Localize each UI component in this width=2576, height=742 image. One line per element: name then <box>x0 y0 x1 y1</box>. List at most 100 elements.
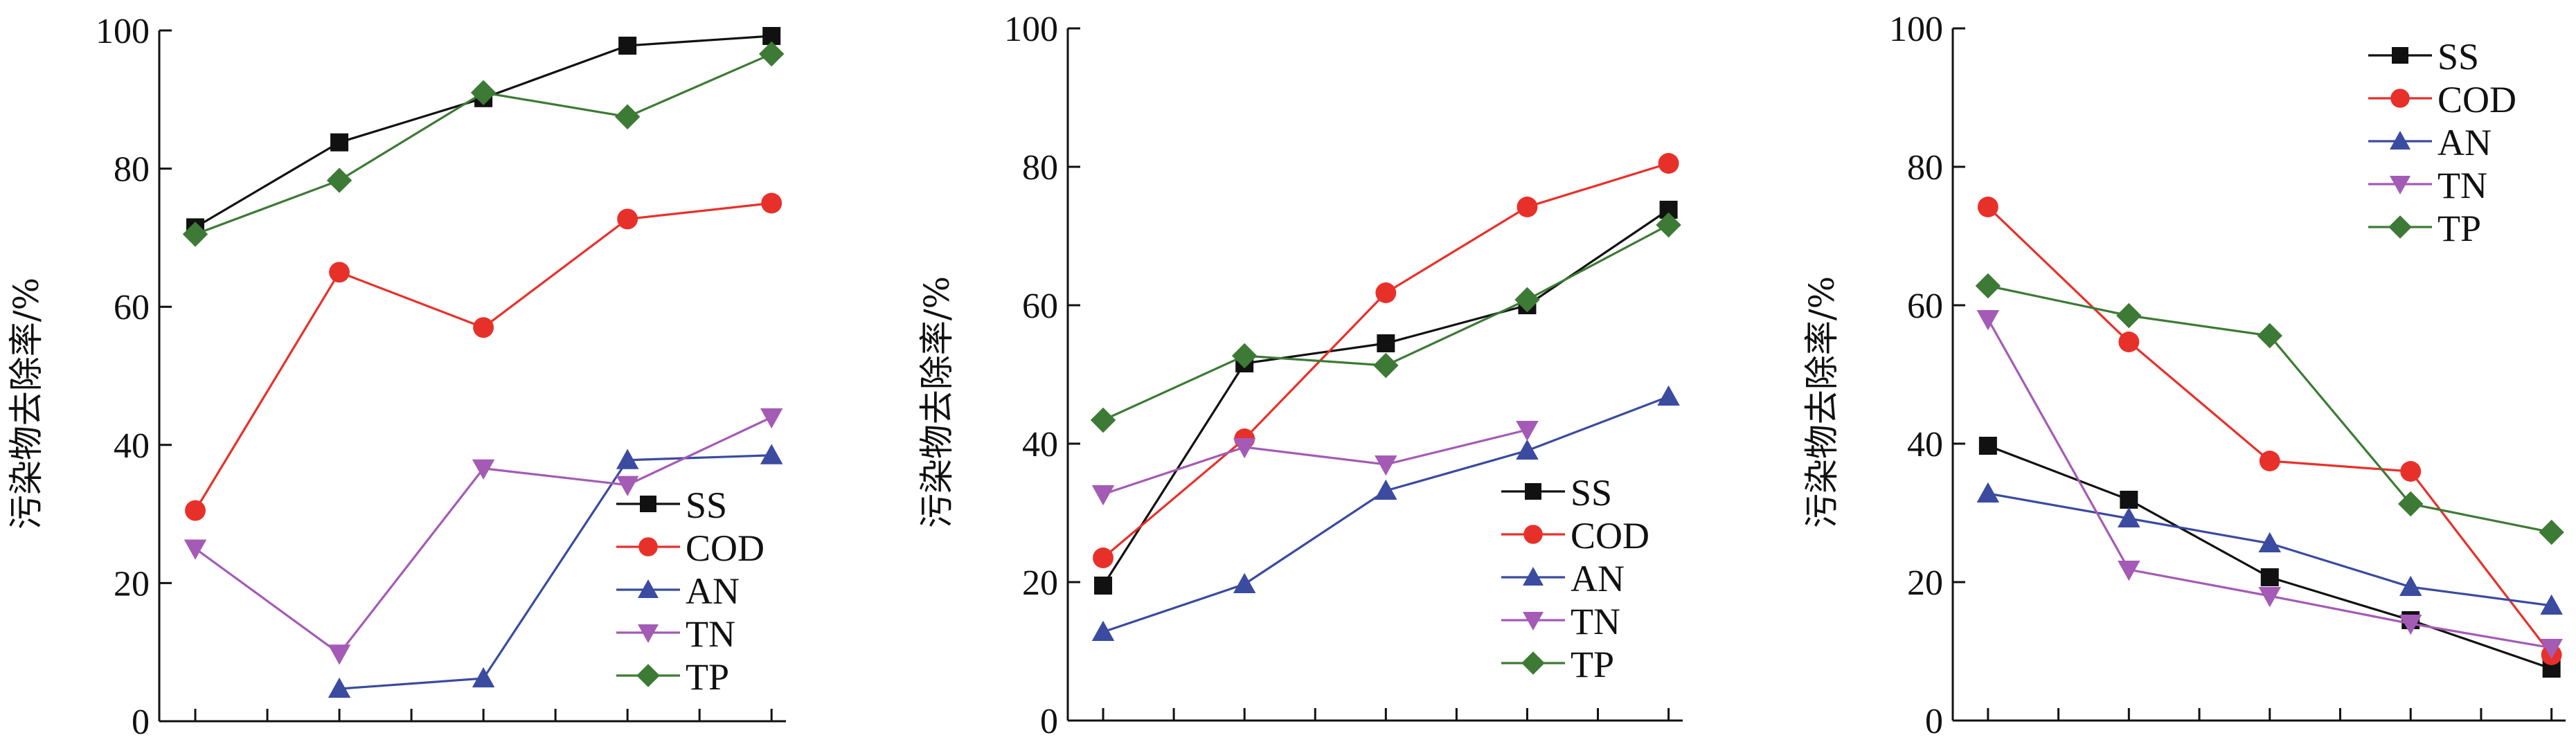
data-point-tp <box>1231 343 1258 369</box>
y-tick-label: 80 <box>1022 148 1058 188</box>
data-point-ss <box>1094 577 1113 595</box>
data-point-cod <box>2400 461 2422 482</box>
y-tick-label: 20 <box>114 564 150 604</box>
y-tick-label: 40 <box>114 426 150 466</box>
series-tp <box>1975 273 2564 545</box>
series-line-tp <box>1987 284 2552 534</box>
data-point-cod <box>761 192 782 214</box>
data-point-tn <box>184 539 207 560</box>
chart-filler-height: 020406080100102030405060708090填料高度/cm污染物… <box>6 12 786 742</box>
series-an <box>1976 482 2563 615</box>
data-point-cod <box>1093 548 1113 568</box>
y-tick-label: 60 <box>1907 287 1943 326</box>
legend-item-tn: TN <box>2368 165 2487 206</box>
series-cod <box>1093 153 1679 568</box>
y-tick-label: 20 <box>1907 563 1943 603</box>
axes: 02040608010001020304050607080 <box>1889 10 2566 741</box>
data-point-cod <box>1517 197 1538 217</box>
series-tn <box>1091 421 1539 506</box>
y-tick-label: 0 <box>132 703 150 742</box>
legend-item-tn: TN <box>1501 601 1620 642</box>
data-point-cod <box>1658 153 1679 174</box>
chart-panel-filler-height: 020406080100102030405060708090填料高度/cm污染物… <box>0 0 859 742</box>
data-point-cod <box>329 262 350 283</box>
data-point-ss <box>1377 334 1395 352</box>
legend-label: COD <box>686 527 764 569</box>
legend-label: AN <box>686 570 740 612</box>
data-point-tp <box>614 104 641 129</box>
y-tick-label: 0 <box>1925 702 1943 741</box>
legend-marker-tp <box>2388 215 2412 239</box>
legend-item-cod: COD <box>1501 515 1649 556</box>
series-cod <box>1977 197 2562 665</box>
legend-marker-tn <box>1523 612 1544 631</box>
chart-baffle-depth: 02040608010001020304050607080折流深度/cm污染物去… <box>917 10 1683 741</box>
data-point-an <box>2399 575 2422 596</box>
legend-item-tp: TP <box>1501 644 1614 685</box>
data-point-tp <box>1975 273 2001 299</box>
legend-marker-an <box>1523 567 1544 586</box>
series-tp <box>182 41 785 247</box>
legend-label: SS <box>686 485 727 526</box>
series-line-an <box>339 454 772 690</box>
data-point-an <box>1091 620 1115 641</box>
axes: 02040608010001020304050607080 <box>1004 10 1683 741</box>
y-tick-label: 100 <box>96 12 150 51</box>
legend-label: SS <box>2438 36 2479 78</box>
data-point-tp <box>182 221 208 247</box>
data-point-tn <box>2118 561 2140 581</box>
data-point-tp <box>1373 352 1399 379</box>
legend-marker-an <box>638 579 659 598</box>
data-point-tn <box>1233 438 1256 459</box>
legend-marker-tn <box>2390 176 2410 194</box>
y-tick-label: 60 <box>114 288 150 327</box>
chart-panel-baffle-depth: 02040608010001020304050607080折流深度/cm污染物去… <box>859 0 1717 742</box>
legend-label: TN <box>686 613 735 655</box>
data-point-tn <box>1516 421 1539 442</box>
data-point-cod <box>2118 332 2140 352</box>
data-point-tn <box>2540 639 2563 660</box>
y-tick-label: 20 <box>1022 563 1058 603</box>
data-point-ss <box>1978 437 1997 455</box>
data-point-an <box>2118 507 2140 527</box>
legend-label: SS <box>1571 472 1612 514</box>
legend-item-ss: SS <box>616 485 727 526</box>
legend-item-ss: SS <box>1501 472 1612 514</box>
data-point-cod <box>473 317 494 338</box>
data-point-cod <box>1375 282 1397 303</box>
legend-item-cod: COD <box>2368 79 2516 120</box>
data-point-tp <box>1090 407 1116 433</box>
data-point-an <box>616 449 639 469</box>
series-an <box>328 444 783 698</box>
legend-item-an: AN <box>2368 122 2492 163</box>
series-line-ss <box>195 35 772 228</box>
data-point-tp <box>2539 519 2564 545</box>
series-an <box>1091 385 1680 641</box>
data-point-an <box>1976 482 2000 503</box>
axes: 020406080100102030405060708090 <box>96 12 786 742</box>
legend-marker-tp <box>1521 651 1545 675</box>
data-point-cod <box>2259 451 2280 471</box>
data-point-ss <box>2260 568 2279 586</box>
legend-marker-ss <box>2392 47 2408 64</box>
legend-item-ss: SS <box>2368 36 2479 78</box>
legend-label: COD <box>1571 515 1649 556</box>
data-point-an <box>1657 385 1680 406</box>
data-point-ss <box>618 36 637 55</box>
y-axis-title: 污染物去除率/% <box>6 278 46 530</box>
series-line-tn <box>1102 428 1528 496</box>
data-point-tn <box>616 476 639 496</box>
legend-item-tn: TN <box>616 613 735 655</box>
legend-marker-ss <box>1525 483 1541 500</box>
series-line-tp <box>1102 224 1670 422</box>
legend-marker-tn <box>638 624 659 643</box>
data-point-an <box>328 677 351 698</box>
y-axis-title: 污染物去除率/% <box>1802 276 1842 528</box>
y-tick-label: 40 <box>1907 425 1943 464</box>
y-tick-label: 60 <box>1022 287 1058 326</box>
data-point-tp <box>326 168 352 193</box>
data-point-tn <box>2399 615 2422 635</box>
series-tn <box>184 408 783 665</box>
data-point-an <box>2540 594 2563 615</box>
